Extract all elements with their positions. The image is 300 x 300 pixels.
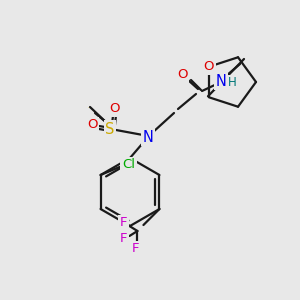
Text: Cl: Cl <box>122 158 135 172</box>
Text: F: F <box>120 217 127 230</box>
Text: O: O <box>109 103 119 116</box>
Text: O: O <box>87 118 97 131</box>
Text: H: H <box>228 76 236 89</box>
Text: O: O <box>204 60 214 73</box>
Text: F: F <box>132 242 139 256</box>
Text: F: F <box>120 232 127 245</box>
Text: S: S <box>105 122 115 136</box>
Text: O: O <box>177 68 187 82</box>
Text: N: N <box>216 74 226 88</box>
Text: N: N <box>142 130 153 145</box>
